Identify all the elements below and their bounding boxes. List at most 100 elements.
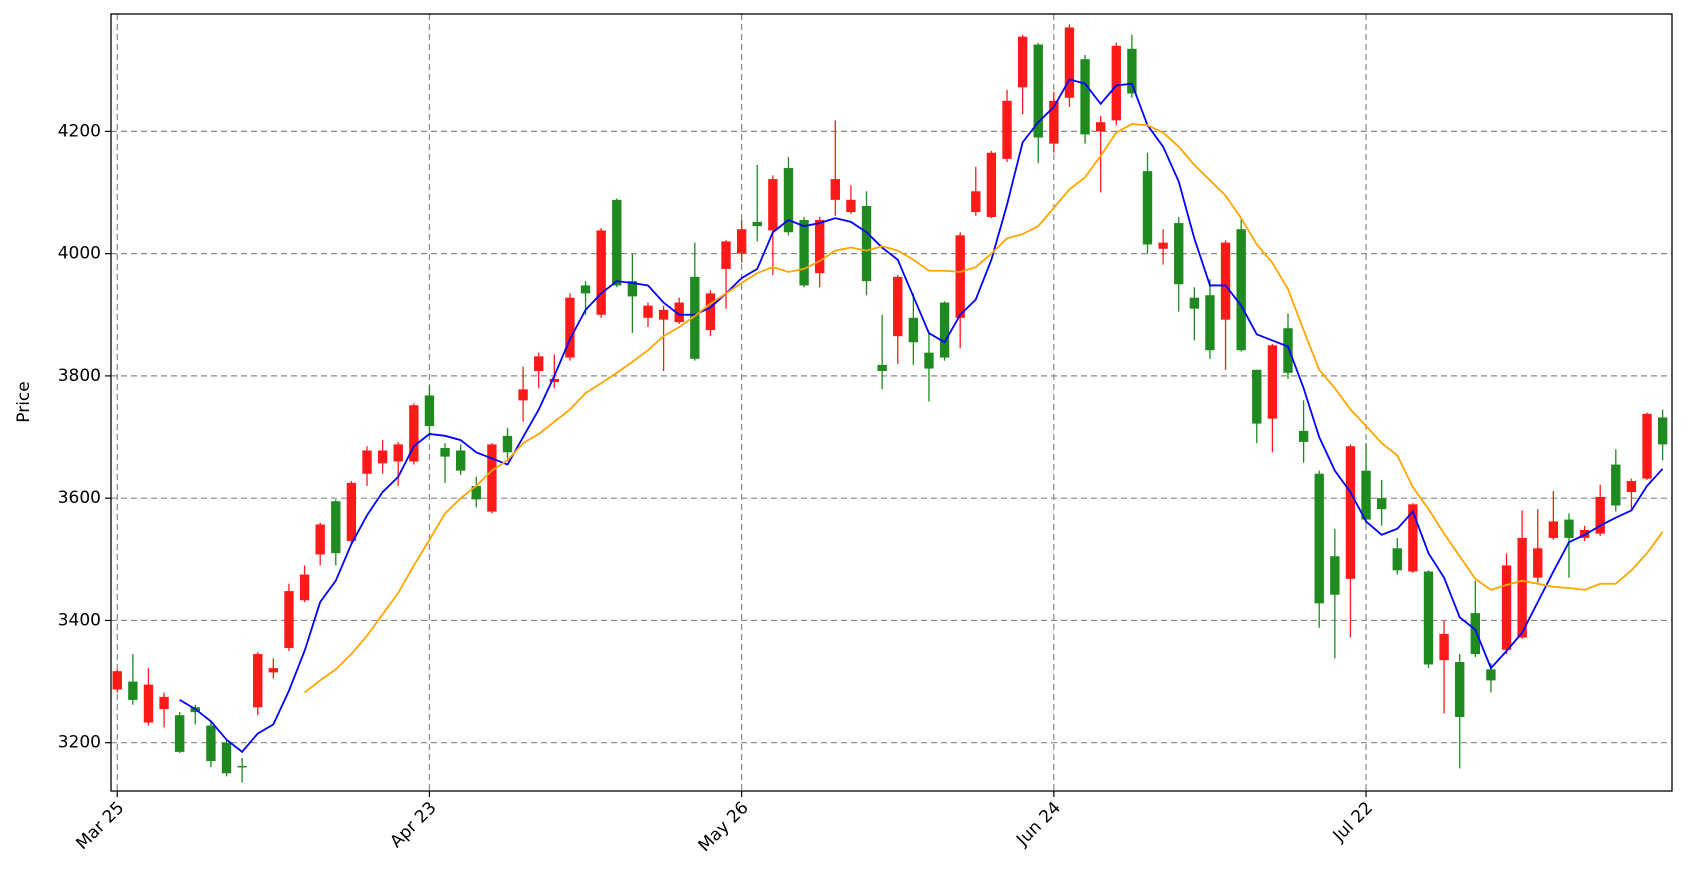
y-tick-label: 3600 [58,488,101,508]
candle-body [1064,27,1075,98]
candle-body [424,395,435,427]
candle-body [253,654,263,708]
candle-body [1423,571,1434,665]
candle-body [908,317,919,343]
candle-body [674,302,684,323]
candle-body [518,389,528,401]
candle-body [1517,537,1527,638]
candle-body [440,448,450,457]
candle-body [1127,48,1137,94]
candle-body [1486,669,1496,681]
candle-body [1174,223,1184,285]
candle-body [1142,171,1153,245]
candle-body [830,179,840,200]
candle-body [1314,473,1324,604]
candle-body [643,305,653,318]
candle-body [1220,242,1231,320]
candle-body [1470,613,1480,655]
candle-body [221,742,232,774]
y-tick-label: 3200 [58,733,101,753]
candle-body [206,725,216,762]
candle-body [596,230,606,315]
moving-average-line [304,123,1664,694]
candle-body [1017,36,1028,88]
candle-body [1080,59,1090,135]
candle-body [565,297,575,358]
candle-body [986,152,997,217]
y-tick-label: 3400 [58,610,101,630]
candle-body [1626,481,1637,493]
candle-body [705,293,716,331]
candle-body [1595,496,1605,534]
candle-body [893,276,903,337]
candle-body [1611,464,1621,506]
candle-body [487,444,497,512]
candle-body [877,364,887,372]
candle-body [861,205,872,282]
y-tick-label: 4200 [58,121,101,141]
candle-body [1252,369,1262,424]
candle-body [1657,417,1668,445]
candle-body [799,220,809,286]
candle-body [1095,122,1106,132]
candle-body [955,235,965,318]
candle-body [502,435,513,453]
candle-body [939,302,950,358]
candle-body [1376,498,1387,510]
candle-body [580,285,591,294]
candle-body [924,352,934,369]
candle-body [971,191,981,213]
candle-body [315,524,325,555]
candle-body [1236,229,1246,351]
y-axis-label: Price [14,381,34,422]
candle-body [721,241,731,269]
candle-body [612,199,622,286]
candle-body [175,715,185,752]
candle-body [143,684,154,723]
candle-body [1158,242,1168,249]
candle-body [752,221,762,227]
candle-body [1267,345,1278,419]
candle-body [658,309,669,320]
candle-body [393,444,403,462]
candle-body [815,220,825,274]
candle-body [1033,44,1043,138]
candle-body [1330,556,1340,595]
candle-body [284,591,294,648]
y-tick-label: 4000 [58,244,101,264]
candle-body [1455,662,1465,718]
candle-body [455,450,466,471]
candle-body [736,229,747,254]
candle-body [1642,413,1652,479]
candle-body [1501,565,1512,650]
y-tick-label: 3800 [58,366,101,386]
candle-body [1345,446,1356,579]
candle-body [377,450,388,464]
candle-body [768,179,778,231]
candle-body [690,276,700,359]
candle-body [549,378,560,383]
candle-body [1548,521,1559,538]
candle-body [331,501,341,554]
candle-body [1298,430,1309,442]
candle-body [1439,633,1449,661]
candle-body [362,450,372,474]
candle-body [1564,519,1574,538]
candle-body [627,281,638,297]
candle-body [1533,548,1543,578]
candle-body [846,199,856,213]
candle-body [268,668,279,673]
candle-body [1002,100,1012,159]
candle-body [1283,328,1293,373]
moving-average-line [179,78,1664,754]
candle-body [783,168,794,233]
candle-body [1205,295,1215,351]
candle-body [1049,100,1059,144]
candle-body [534,356,544,372]
candle-body [112,671,122,690]
candle-body [471,485,481,500]
candle-body [346,482,357,541]
candle-body [1361,470,1371,520]
candle-body [409,405,419,462]
